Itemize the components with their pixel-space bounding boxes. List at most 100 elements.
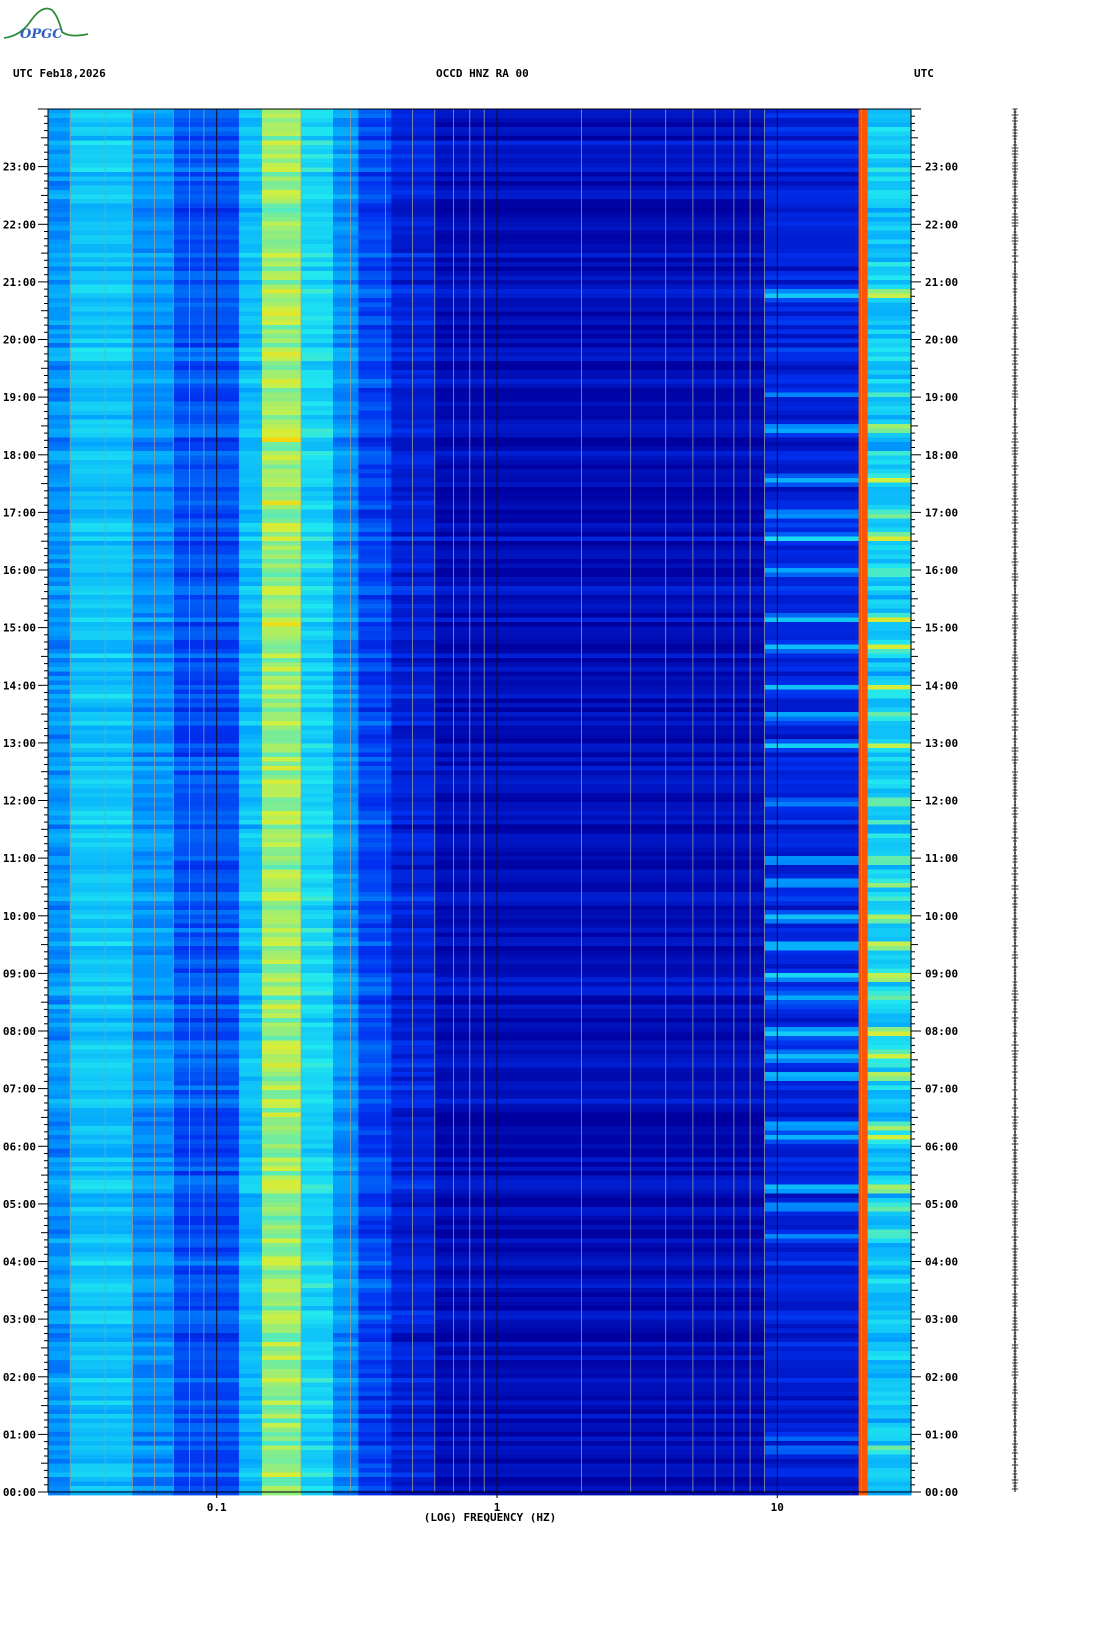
spectrogram-cell: [262, 586, 302, 591]
spectrogram-cell: [858, 379, 869, 384]
spectrogram-cell: [70, 986, 133, 992]
spectrogram-cell: [358, 923, 392, 929]
spectrogram-cell: [238, 478, 263, 483]
spectrogram-cell: [391, 1247, 436, 1253]
spectrogram-cell: [132, 658, 174, 663]
spectrogram-cell: [301, 914, 334, 920]
spectrogram-cell: [867, 1171, 912, 1176]
spectrogram-cell: [238, 1193, 263, 1199]
spectrogram-cell: [858, 869, 869, 875]
spectrogram-cell: [858, 712, 869, 717]
spectrogram-cell: [48, 874, 71, 879]
spectrogram-cell: [132, 640, 174, 645]
spectrogram-cell: [48, 1247, 71, 1253]
spectrogram-cell: [358, 1319, 392, 1325]
spectrogram-cell: [391, 1184, 436, 1190]
spectrogram-cell: [358, 298, 392, 303]
spectrogram-cell: [867, 1315, 912, 1320]
spectrogram-cell: [391, 280, 436, 285]
spectrogram-cell: [48, 527, 71, 533]
spectrogram-cell: [132, 244, 174, 249]
spectrogram-cell: [333, 1162, 359, 1167]
spectrogram-cell: [333, 734, 359, 740]
spectrogram-cell: [764, 217, 860, 222]
spectrogram-cell: [238, 1031, 263, 1037]
spectrogram-cell: [132, 775, 174, 780]
spectrogram-cell: [301, 194, 334, 200]
spectrogram-cell: [238, 550, 263, 555]
spectrogram-cell: [434, 1139, 765, 1145]
spectrogram-cell: [262, 572, 302, 578]
spectrogram-cell: [173, 230, 240, 236]
spectrogram-cell: [132, 892, 174, 897]
spectrogram-cell: [867, 1310, 912, 1316]
spectrogram-cell: [238, 410, 263, 416]
spectrogram-cell: [764, 730, 860, 735]
spectrogram-cell: [391, 325, 436, 330]
spectrogram-cell: [262, 545, 302, 551]
spectrogram-cell: [238, 289, 263, 294]
spectrogram-cell: [48, 1387, 71, 1392]
spectrogram-cell: [867, 748, 912, 753]
spectrogram-cell: [48, 694, 71, 699]
spectrogram-cell: [391, 1279, 436, 1284]
spectrogram-cell: [301, 478, 334, 483]
spectrogram-cell: [132, 442, 174, 447]
spectrogram-cell: [764, 167, 860, 173]
spectrogram-cell: [764, 1243, 860, 1248]
spectrogram-cell: [173, 721, 240, 726]
spectrogram-cell: [867, 1090, 912, 1095]
spectrogram-cell: [173, 1432, 240, 1437]
spectrogram-cell: [238, 1387, 263, 1392]
spectrogram-cell: [764, 415, 860, 420]
spectrogram-cell: [333, 631, 359, 636]
spectrogram-cell: [434, 734, 765, 740]
spectrogram-cell: [262, 856, 302, 861]
spectrogram-cell: [858, 905, 869, 911]
spectrogram-cell: [301, 1234, 334, 1239]
spectrogram-cell: [333, 725, 359, 731]
spectrogram-cell: [858, 388, 869, 393]
spectrogram-cell: [132, 1225, 174, 1230]
spectrogram-cell: [301, 824, 334, 830]
spectrogram-cell: [333, 869, 359, 875]
spectrogram-cell: [333, 365, 359, 371]
spectrogram-cell: [764, 1279, 860, 1284]
spectrogram-cell: [391, 842, 436, 848]
spectrogram-cell: [764, 1274, 860, 1280]
spectrogram-cell: [238, 955, 263, 960]
spectrogram-cell: [333, 964, 359, 969]
spectrogram-cell: [48, 977, 71, 983]
spectrogram-cell: [132, 1324, 174, 1329]
spectrogram-cell: [391, 667, 436, 672]
spectrogram-cell: [132, 910, 174, 915]
spectrogram-cell: [858, 802, 869, 807]
spectrogram-cell: [132, 469, 174, 474]
spectrogram-cell: [333, 509, 359, 515]
spectrogram-cell: [333, 541, 359, 546]
spectrogram-cell: [858, 581, 869, 587]
spectrogram-cell: [434, 923, 765, 929]
spectrogram-cell: [173, 302, 240, 308]
spectrogram-cell: [70, 1040, 133, 1046]
spectrogram-cell: [358, 541, 392, 546]
time-tick-label-right: 06:00: [925, 1140, 958, 1153]
time-tick-label-right: 09:00: [925, 967, 958, 980]
spectrogram-cell: [333, 401, 359, 407]
spectrogram-cell: [132, 833, 174, 839]
spectrogram-cell: [764, 1306, 860, 1311]
spectrogram-cell: [132, 154, 174, 159]
spectrogram-cell: [301, 658, 334, 663]
spectrogram-cell: [48, 856, 71, 861]
spectrogram-cell: [48, 523, 71, 528]
spectrogram-cell: [764, 838, 860, 843]
spectrogram-cell: [173, 631, 240, 636]
spectrogram-cell: [867, 563, 912, 569]
spectrogram-cell: [301, 131, 334, 137]
spectrogram-cell: [764, 320, 860, 326]
spectrogram-cell: [764, 1486, 860, 1491]
spectrogram-cell: [358, 1243, 392, 1248]
spectrogram-cell: [301, 734, 334, 740]
spectrogram-cell: [867, 1472, 912, 1478]
spectrogram-cell: [434, 1234, 765, 1239]
